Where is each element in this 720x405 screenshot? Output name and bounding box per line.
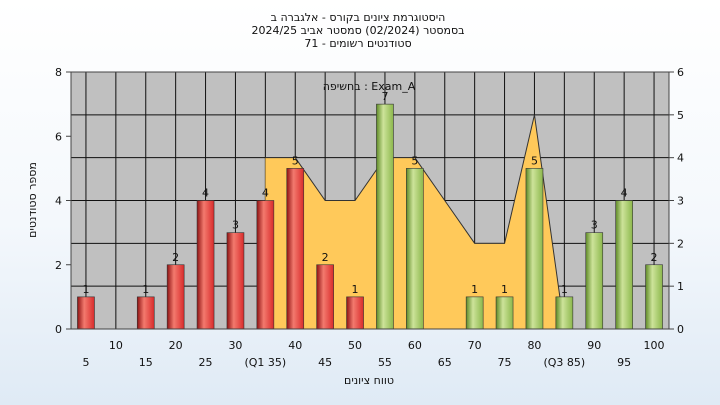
bar-95 [615,200,633,330]
bar-label-40: 5 [292,154,299,167]
bar-label-95: 4 [621,187,628,200]
chart-title-line-3: סטודנטים רשומים - 71 [304,37,411,50]
bar-80 [525,168,544,330]
x-tick-label: 50 [348,339,362,352]
bar-label-70: 1 [471,283,478,296]
bar-100 [645,264,663,330]
x-tick-label: 45 [318,356,332,369]
bar-70 [465,296,484,330]
bar-label-80: 5 [531,154,538,167]
bar-label-25: 4 [202,187,209,200]
bar-90 [585,232,604,330]
x-tick-label: 30 [228,339,242,352]
chart-title-line-1: היסטוגרמת ציונים בקורס - אלגברה ב [271,11,446,24]
x-tick-label: 70 [468,339,482,352]
bar-label-35: 4 [262,187,269,200]
x-tick-label: 100 [644,339,665,352]
x-axis-title: טווח ציונים [344,374,394,387]
bar-35 [256,200,275,330]
exam-label: בחשיפה : Exam_A [323,80,416,93]
left-tick-label: 0 [55,323,62,336]
right-tick-label: 2 [677,237,684,250]
bar-60 [406,168,424,330]
x-axis-ticks: 10 20 30 40 50 60 70 80 90 100 5 15 25 (Q1 35) 45 55 65 7… [82,339,664,369]
right-tick-label: 5 [677,109,684,122]
bar-15 [136,296,155,330]
bar-label-20: 2 [172,251,179,264]
right-tick-label: 4 [677,152,684,165]
left-axis-ticks: 0 2 4 6 8 [55,66,71,336]
bar-label-75: 1 [501,283,508,296]
right-axis-ticks: 0 1 2 3 4 5 6 [669,66,684,336]
bar-75 [495,296,514,330]
x-tick-label: 25 [199,356,213,369]
bar-30 [226,232,245,330]
bar-label-15: 1 [142,283,149,296]
left-tick-label: 8 [55,66,62,79]
bar-25 [196,200,215,330]
bar-label-90: 3 [591,219,598,232]
right-tick-label: 3 [677,195,684,208]
x-tick-label: 75 [498,356,512,369]
x-tick-label: 90 [587,339,601,352]
bar-50 [346,296,364,330]
x-tick-label: 60 [408,339,422,352]
bar-label-100: 2 [651,251,658,264]
x-tick-label: 95 [617,356,631,369]
area-outline [265,114,565,330]
x-tick-label: 5 [82,356,89,369]
bar-label-85: 1 [561,283,568,296]
left-tick-label: 2 [55,259,62,272]
right-tick-label: 0 [677,323,684,336]
x-tick-label: 55 [378,356,392,369]
x-tick-label: (Q3 85) [543,356,585,369]
x-tick-label: 65 [438,356,452,369]
left-tick-label: 6 [55,130,62,143]
left-tick-label: 4 [55,195,62,208]
bar-55 [376,103,394,330]
x-tick-label: 20 [169,339,183,352]
right-tick-label: 1 [677,280,684,293]
x-tick-label: 15 [139,356,153,369]
bar-20 [166,264,185,330]
y-axis-title: מספר סטודנטים [26,162,39,238]
bar-45 [316,264,334,330]
x-tick-label: 80 [527,339,541,352]
bar-label-50: 1 [352,283,359,296]
bar-series [77,103,663,330]
right-tick-label: 6 [677,66,684,79]
x-tick-label: 10 [109,339,123,352]
bar-85 [555,296,574,330]
x-tick-label: (Q1 35) [244,356,286,369]
bar-label-55: 7 [381,90,388,103]
chart-title-line-2: בסמסטר (02/2024) סמסטר אביב 2024/25 [251,24,464,37]
bar-label-60: 5 [411,154,418,167]
bar-40 [286,168,305,330]
bar-label-5: 1 [82,283,89,296]
bar-5 [77,296,95,330]
data-labels: 1 1 2 4 3 4 5 2 1 7 5 1 1 5 1 3 4 2 [82,90,657,296]
x-tick-label: 40 [288,339,302,352]
bar-label-45: 2 [322,251,329,264]
bar-label-30: 3 [232,219,239,232]
